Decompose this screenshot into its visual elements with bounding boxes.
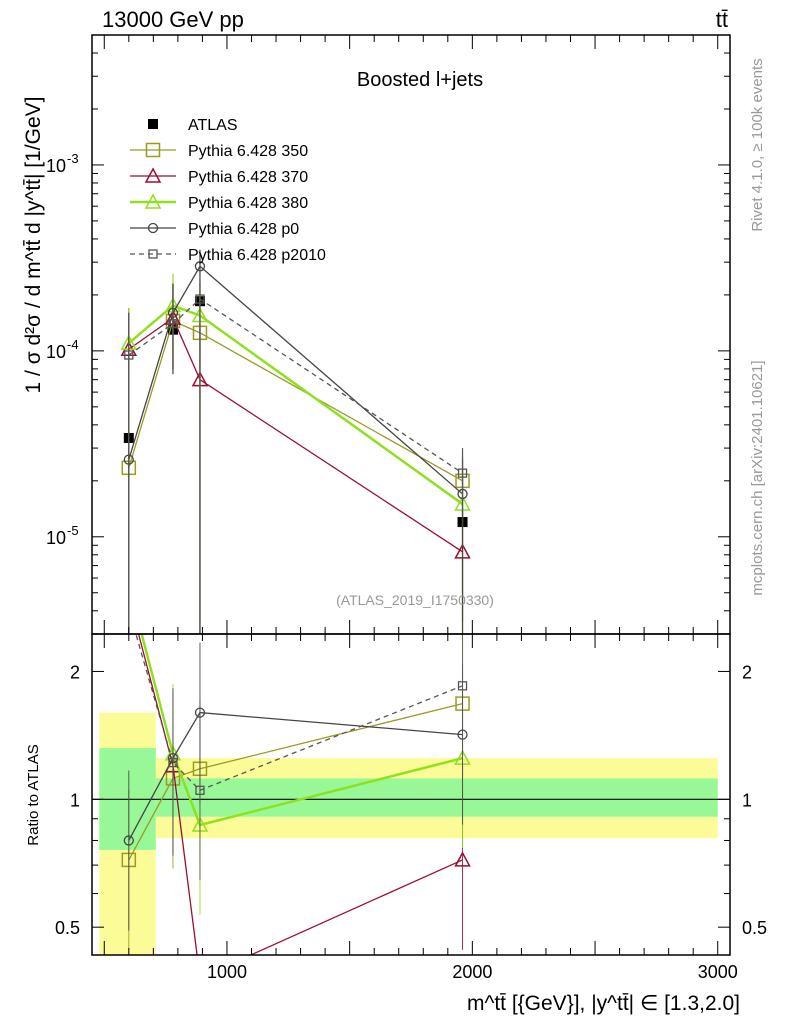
process-label: tt̄ [716,7,728,32]
pythia-6-428-370-ratio-line [137,634,463,955]
legend-marker-shape [148,249,158,259]
pythia-6-428-p0-ratio-point-shape [194,707,206,718]
legend-marker [144,167,162,183]
legend-item-pythia-6-428-p2010: Pythia 6.428 p2010 [130,247,326,264]
legend-label: Pythia 6.428 380 [188,195,308,212]
pythia-6-428-350-ratio-line [128,702,463,861]
pythia-6-428-p0-ratio-point-shape [123,835,134,846]
pythia-6-428-370-ratio-point-shape [454,851,471,867]
pythia-6-428-p0-ratio-point [123,835,134,846]
main-y-tick-label: 10 [46,342,66,362]
pythia-6-428-p2010-point [457,468,468,478]
x-axis-label: m^tt̄ [{GeV}], |y^tt̄| ∈ [1.3,2.0] [467,992,740,1015]
x-tick-label: 2000 [452,962,492,982]
ratio-panel-frame [91,633,731,956]
legend-marker-shape [145,142,161,158]
ratio-uncertainty-bands [92,712,730,955]
mcplots-label: mcplots.cern.ch [arXiv:2401.10621] [749,360,766,595]
main-y-tick-label-base: 10 [46,342,66,362]
ratio-y-tick-label-right: 0.5 [742,918,767,938]
pythia-6-428-p2010-point [168,319,178,329]
pythia-6-428-350-line [128,319,463,482]
pythia-6-428-380-ratio-line [140,634,463,827]
legend-item-pythia-6-428-370: Pythia 6.428 370 [130,167,308,186]
ratio-y-tick-label-left: 1 [70,790,80,810]
main-series-layer [120,249,471,634]
legend-label: Pythia 6.428 p0 [188,221,299,238]
x-tick-label: 1000 [207,962,247,982]
series-pythia-6-428-350 [121,283,470,634]
energy-label: 13000 GeV pp [102,7,244,32]
series-atlas [123,296,468,528]
ratio-y-tick-label-right: 2 [742,662,752,682]
ratio-y-axis-label: Ratio to ATLAS [25,744,42,845]
pythia-6-428-370-line [128,317,463,553]
legend-marker [148,249,158,259]
pythia-6-428-p2010-line [128,298,463,474]
pythia-6-428-p0-line [128,265,463,495]
legend-label: Pythia 6.428 p2010 [188,247,326,264]
pythia-6-428-p2010-ratio-point-shape [457,681,468,691]
ratio-y-tick-label-left: 2 [70,662,80,682]
main-y-tick-label: 10 [46,156,66,176]
pythia-6-428-p2010-point [195,294,205,304]
pythia-6-428-380-line [127,304,464,506]
pythia-6-428-p2010-ratio-point [168,757,178,768]
series-pythia-6-428-370 [120,283,471,634]
series-pythia-6-428-p2010 [124,270,468,634]
legend-marker [147,222,159,234]
pythia-6-428-p2010-point-shape [124,350,134,360]
analysis-id: (ATLAS_2019_I1750330) [336,592,494,608]
pythia-6-428-p0-ratio-point [194,707,206,718]
legend-marker-shape [144,193,162,209]
pythia-6-428-p2010-ratio-point-shape [168,757,178,768]
pythia-6-428-p2010-ratio-point [195,785,205,795]
pythia-6-428-370-ratio-point [454,851,471,867]
legend-label: ATLAS [188,117,238,134]
pythia-6-428-p2010-ratio-point [457,681,468,691]
legend-marker [144,193,162,209]
legend-marker-shape [148,119,158,129]
ratio-y-tick-label-right: 1 [742,790,752,810]
pythia-6-428-p0-ratio-line [128,711,463,841]
ratio-series-layer [121,634,471,955]
legend-item-pythia-6-428-380: Pythia 6.428 380 [130,193,308,212]
plot-frames [91,34,731,956]
legend-item-pythia-6-428-p0: Pythia 6.428 p0 [130,221,299,238]
ratio-y-tick-label-left: 0.5 [55,918,80,938]
legend-item-atlas: ATLAS [148,117,238,134]
ratio-band-inner [155,778,718,817]
legend-label: Pythia 6.428 350 [188,143,308,160]
main-y-tick-label-exponent: -3 [67,151,79,166]
main-y-tick-label-base: 10 [46,528,66,548]
x-tick-label: 3000 [698,962,738,982]
pythia-6-428-p2010-point-shape [195,294,205,304]
legend-marker [148,119,158,129]
ratio-series-pythia-6-428-p2010 [135,634,468,881]
main-y-tick-label-base: 10 [46,156,66,176]
main-y-axis-label: 1 / σ d²σ / d m^tt̄ d |y^tt̄| [1/GeV] [22,97,45,394]
main-y-tick-label: 10 [46,528,66,548]
legend: ATLAS Pythia 6.428 350 Pythia 6.428 370 Pyt… [130,117,326,264]
rivet-label: Rivet 4.1.0, ≥ 100k events [749,58,766,231]
main-y-tick-label-exponent: -4 [67,337,79,352]
pythia-6-428-p2010-point [124,350,134,360]
pythia-6-428-p2010-point-shape [457,468,468,478]
legend-item-pythia-6-428-350: Pythia 6.428 350 [130,142,308,160]
main-y-tick-label-exponent: -5 [67,523,79,538]
legend-marker-shape [144,167,162,183]
legend-marker [145,142,161,158]
pythia-6-428-p2010-ratio-point-shape [195,785,205,795]
legend-marker-shape [147,222,159,234]
legend-label: Pythia 6.428 370 [188,169,308,186]
panel-title: Boosted l+jets [357,69,483,91]
pythia-6-428-p2010-point-shape [168,319,178,329]
